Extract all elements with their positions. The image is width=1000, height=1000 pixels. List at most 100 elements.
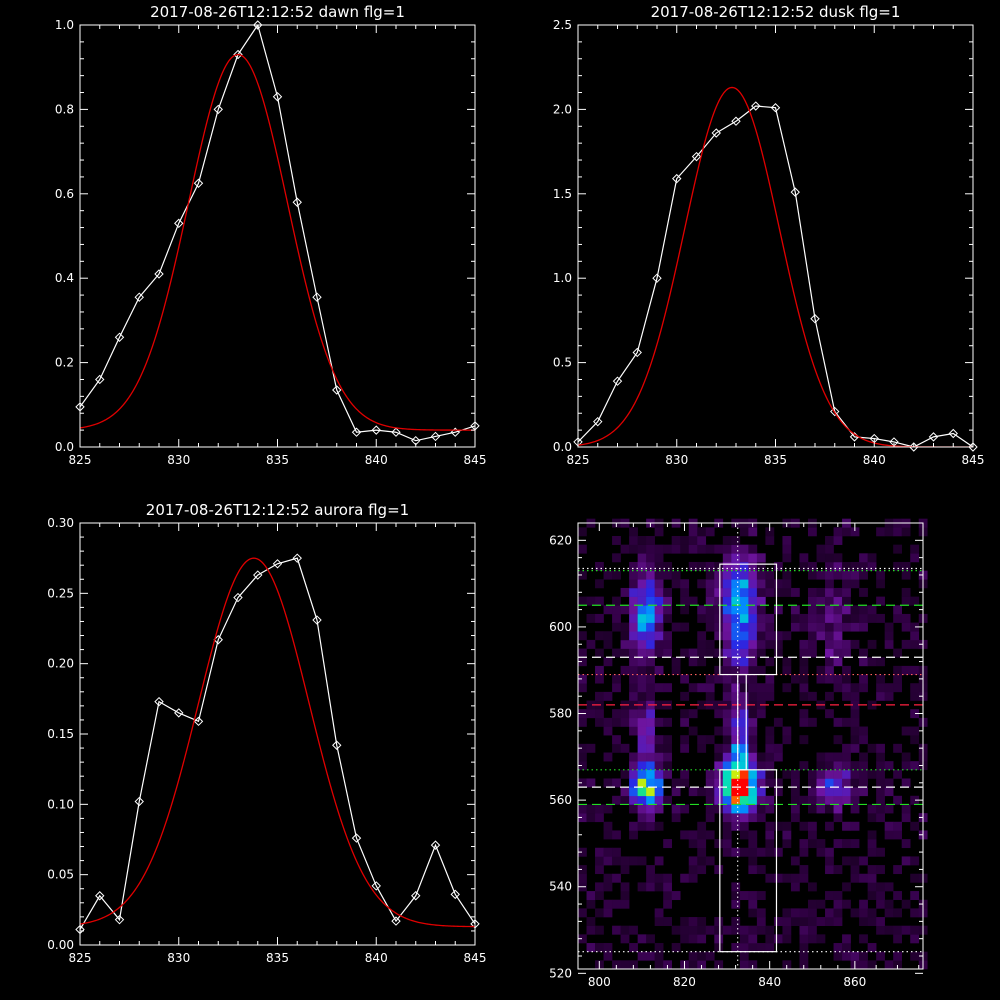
heatmap-cell [833, 795, 843, 805]
heatmap-cell [646, 743, 655, 753]
heatmap-cell [816, 899, 826, 909]
heatmap-cell [816, 544, 826, 554]
y-tick-label: 540 [549, 880, 572, 894]
data-point-marker [411, 891, 421, 901]
heatmap-cell [876, 795, 885, 805]
heatmap-cell [833, 527, 843, 537]
heatmap-cell [731, 665, 741, 675]
heatmap-cell [646, 674, 655, 684]
plot-frame [577, 522, 924, 970]
heatmap-cell [722, 735, 732, 745]
data-point-marker [751, 101, 761, 111]
heatmap-cell [773, 605, 783, 615]
heatmap-cell [578, 631, 587, 641]
heatmap-cell [663, 882, 673, 892]
heatmap-cell [748, 761, 758, 771]
heatmap-cell [816, 665, 826, 675]
heatmap-cell [748, 657, 758, 667]
heatmap-cell [739, 683, 749, 693]
heatmap-cell [910, 856, 920, 866]
heatmap-cell [697, 613, 707, 623]
data-point-marker [272, 559, 283, 569]
heatmap-cell [629, 587, 638, 597]
heatmap-cell [748, 683, 758, 693]
heatmap-cell [620, 795, 630, 805]
heatmap-cell [782, 544, 792, 554]
heatmap-cell [850, 873, 860, 883]
heatmap-cell [825, 657, 834, 667]
heatmap-cell [646, 778, 655, 788]
heatmap-cell [850, 795, 860, 805]
y-tick-label: 0.10 [47, 797, 74, 811]
heatmap-cell [825, 795, 834, 805]
heatmap-cell [867, 865, 877, 875]
heatmap-cell [782, 769, 792, 779]
heatmap-cell [859, 908, 868, 918]
heatmap-cell [586, 804, 596, 814]
heatmap-cell [663, 648, 673, 658]
heatmap-cell [620, 934, 630, 944]
heatmap-cell [808, 830, 817, 840]
heatmap-cell [910, 683, 920, 693]
data-point-marker [114, 332, 125, 342]
heatmap-cell [842, 613, 851, 623]
heatmap-cell [765, 527, 775, 537]
heatmap-cell [637, 709, 647, 719]
heatmap-cell [867, 657, 877, 667]
heatmap-cell [765, 804, 775, 814]
heatmap-cell [825, 769, 834, 779]
data-point-marker [213, 104, 223, 115]
heatmap-cell [756, 761, 766, 771]
heatmap-cell [595, 856, 604, 866]
heatmap-cell [799, 639, 809, 649]
heatmap-cell [833, 778, 843, 788]
heatmap-cell [688, 726, 698, 736]
heatmap-cell [654, 700, 664, 710]
heatmap-cell [629, 674, 638, 684]
y-tick-label: 560 [549, 793, 572, 807]
heatmap-cell [654, 683, 664, 693]
heatmap-cell [773, 752, 783, 762]
heatmap-cell [646, 873, 655, 883]
heatmap-cell [842, 839, 851, 849]
heatmap-cell [731, 899, 741, 909]
heatmap-cell [739, 700, 749, 710]
heatmap-cell [867, 830, 877, 840]
heatmap-cell [756, 847, 766, 857]
heatmap-cell [782, 553, 792, 563]
heatmap-cell [705, 561, 715, 571]
heatmap-cell [629, 821, 638, 831]
heatmap-cell [697, 951, 707, 961]
heatmap-cell [680, 917, 690, 926]
heatmap-cell [697, 821, 707, 831]
heatmap-cell [714, 674, 724, 684]
x-tick-label: 830 [167, 951, 190, 965]
heatmap-cell [654, 882, 664, 892]
heatmap-cell [782, 960, 792, 970]
heatmap-cell [680, 579, 690, 589]
heatmap-cell [688, 873, 698, 883]
heatmap-cell [756, 553, 766, 563]
heatmap-cell [612, 717, 621, 727]
heatmap-cell [842, 752, 851, 762]
heatmap-cell [825, 553, 834, 563]
heatmap-cell [773, 743, 783, 753]
heatmap-cell [714, 561, 724, 571]
heatmap-cell [825, 674, 834, 684]
heatmap-cell [799, 873, 809, 883]
heatmap-cell [901, 639, 911, 649]
heatmap-cell [620, 665, 630, 675]
heatmap-cell [714, 726, 724, 736]
heatmap-cell [910, 735, 920, 745]
heatmap-cell [756, 778, 766, 788]
heatmap-cell [748, 795, 758, 805]
heatmap-cell [808, 917, 817, 926]
heatmap-cell [671, 544, 681, 554]
y-tick-label: 0.00 [47, 938, 74, 952]
heatmap-cell [842, 527, 851, 537]
heatmap-cell [765, 613, 775, 623]
heatmap-cell [808, 925, 817, 935]
heatmap-cell [833, 761, 843, 771]
heatmap-cell [637, 674, 647, 684]
heatmap-cell [705, 925, 715, 935]
